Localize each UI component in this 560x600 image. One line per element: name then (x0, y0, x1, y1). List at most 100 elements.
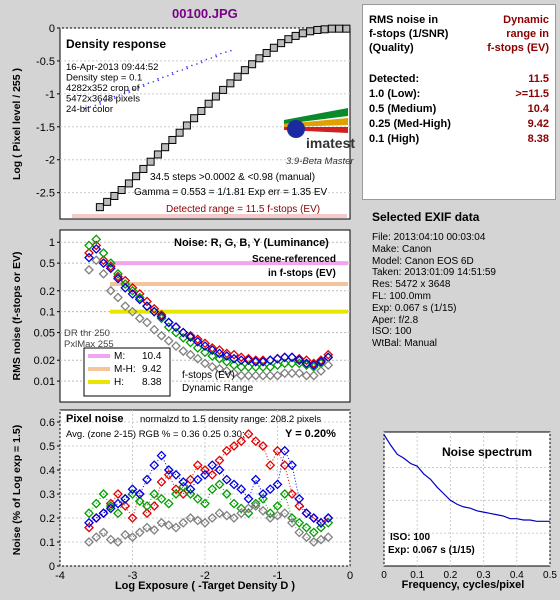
spectrum-iso: ISO: 100 (390, 532, 430, 543)
tick-label: 0.2 (40, 513, 55, 525)
pixel-norm: normalzd to 1.5 density range: 208.2 pix… (140, 414, 321, 425)
exif-line: FL: 100.0mm (372, 290, 431, 302)
data-point (134, 489, 145, 499)
data-point (197, 106, 206, 115)
threshold-band (110, 282, 348, 287)
data-point (230, 49, 232, 52)
data-point (316, 517, 326, 528)
legend-value: 8.38 (142, 377, 162, 388)
tick-label: -2.5 (36, 188, 55, 200)
data-point (113, 292, 123, 303)
exif-line: Res: 5472 x 3648 (372, 279, 451, 291)
data-point (323, 532, 334, 543)
data-point (287, 368, 297, 379)
data-point (316, 356, 326, 367)
tick-label: 0.5 (40, 441, 55, 453)
tick-label: 0.3 (477, 570, 491, 581)
dr-note-1: DR thr 250 (64, 328, 110, 339)
data-point (94, 104, 97, 107)
data-point (220, 52, 222, 55)
data-point (200, 498, 210, 509)
rms-title: Noise: R, G, B, Y (Luminance) (174, 237, 329, 249)
data-point (250, 498, 261, 509)
pixel-title: Pixel noise (66, 413, 123, 425)
data-point (120, 493, 131, 504)
data-point (113, 95, 116, 98)
data-point (142, 301, 152, 312)
exif-line: Exp: 0.067 s (1/15) (372, 302, 457, 314)
data-point (120, 529, 131, 540)
data-point (308, 370, 319, 381)
data-point (171, 71, 174, 74)
rms-ylabel: RMS noise (f-stops or EV) (11, 252, 23, 381)
data-point (84, 537, 94, 547)
series-line (88, 449, 329, 524)
data-point (236, 508, 247, 519)
spectrum-line (383, 434, 550, 522)
data-point (229, 498, 239, 509)
data-point (185, 474, 196, 485)
exif-title: Selected EXIF data (372, 210, 480, 224)
data-point (181, 69, 184, 71)
data-point (142, 522, 152, 533)
data-point (229, 353, 239, 364)
tick-label: 0.2 (443, 570, 457, 581)
data-point (156, 450, 167, 461)
data-point (149, 460, 160, 471)
rms-note-1: Scene-referenced (252, 254, 336, 265)
tick-label: -2 (200, 570, 210, 582)
data-point (243, 370, 254, 381)
data-point (98, 255, 109, 266)
data-point (204, 99, 213, 108)
data-point (316, 366, 326, 376)
data-point (287, 517, 297, 528)
data-point (250, 501, 261, 511)
data-point (207, 513, 218, 523)
data-point (306, 27, 315, 36)
data-point (243, 429, 254, 439)
data-point (185, 489, 196, 499)
exif-line: File: 2013:04:10 00:03:04 (372, 232, 486, 243)
data-point (191, 64, 193, 67)
density-stats-2: Gamma = 0.553 = 1/1.81 Exp err = 1.35 EV (134, 187, 327, 198)
exif-line: Aper: f/2.8 (372, 314, 419, 326)
data-point (279, 368, 290, 379)
data-point (215, 55, 218, 58)
data-point (301, 508, 312, 519)
data-point (294, 355, 305, 366)
data-point (163, 322, 174, 332)
data-point (327, 24, 336, 33)
data-point (142, 508, 152, 519)
data-point (214, 455, 225, 466)
data-point (200, 469, 210, 480)
data-point (149, 525, 160, 535)
data-point (185, 332, 196, 343)
density-info-line: 16-Apr-2013 09:44:52 (66, 62, 158, 73)
data-point (287, 352, 297, 363)
data-point (323, 349, 334, 360)
tick-label: 0.1 (410, 570, 424, 581)
rms-header-right: Dynamic range in f-stops (EV) (453, 13, 549, 55)
data-point (320, 25, 329, 34)
data-point (171, 484, 181, 495)
data-point (127, 484, 138, 495)
data-point (95, 203, 104, 212)
data-point (192, 474, 203, 485)
data-point (265, 460, 276, 471)
data-point (99, 103, 102, 105)
data-point (287, 513, 297, 523)
threshold-band (110, 261, 348, 266)
tick-label: -1 (45, 89, 55, 101)
tick-label: 0.4 (40, 465, 55, 477)
data-point (279, 489, 290, 499)
data-point (105, 503, 116, 514)
rms-row-label: 1.0 (Low): (369, 88, 421, 100)
data-point (221, 510, 232, 521)
data-point (120, 279, 131, 289)
data-point (294, 368, 305, 379)
data-point (168, 135, 177, 144)
data-point (284, 35, 293, 44)
imatest-logo: imatest 3.9-Beta Master (284, 108, 355, 167)
data-point (156, 493, 167, 504)
tick-label: -1.5 (36, 122, 55, 134)
